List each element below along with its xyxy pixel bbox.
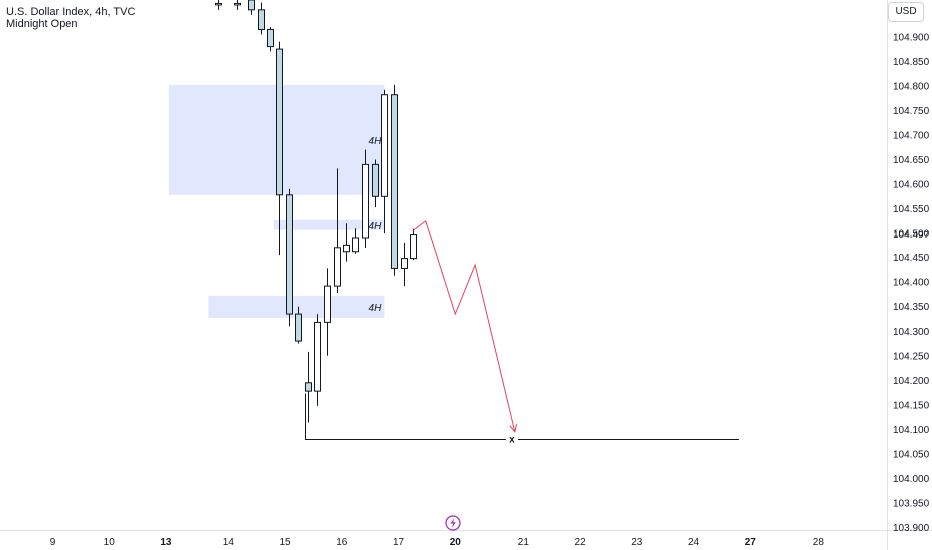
chart-legend: U.S. Dollar Index, 4h, TVC Midnight Open	[6, 6, 135, 30]
symbol-title[interactable]: U.S. Dollar Index, 4h, TVC	[6, 6, 136, 18]
y-tick-label-6: 104.650	[893, 155, 930, 166]
y-tick-label-3: 104.800	[893, 81, 930, 92]
y-tick-label-4: 104.750	[893, 106, 930, 117]
indicator-label[interactable]: Midnight Open	[6, 18, 78, 30]
x-tick-label-5: 15	[280, 537, 292, 548]
y-tick-label-20: 103.950	[893, 499, 930, 510]
y-tick-label-17: 104.100	[893, 425, 930, 436]
candle-body-17	[381, 94, 388, 197]
x-tick-label-1: 9	[50, 537, 56, 548]
candle-body-6	[276, 48, 283, 196]
level-marker: x	[509, 435, 515, 446]
candle-body-7	[286, 194, 293, 315]
candle-body-1	[215, 2, 222, 6]
x-tick-label-14: 28	[813, 537, 825, 548]
supply-zone-2	[273, 219, 385, 230]
x-tick-label-13: 27	[745, 537, 757, 548]
price-axis[interactable]: 104.900 104.850 104.800 104.750 104.700 104.6…	[893, 32, 930, 534]
y-tick-label-11: 104.400	[893, 278, 930, 289]
candle-body-11	[324, 285, 331, 323]
candle-body-13	[343, 244, 350, 253]
projection-layer	[412, 220, 518, 433]
level-layer: x	[304, 393, 739, 446]
candle-body-12	[334, 247, 341, 287]
y-tick-label-14: 104.250	[893, 351, 930, 362]
zone-label-3: 4H	[369, 303, 383, 314]
replay-icon[interactable]	[445, 515, 461, 531]
candle-body-14	[352, 237, 359, 253]
x-tick-label-3: 13	[160, 537, 172, 548]
projection-arrowhead	[509, 423, 518, 433]
candle-body-10	[314, 321, 321, 392]
y-tick-label-15: 104.200	[893, 376, 930, 387]
candle-body-20	[410, 234, 417, 260]
candle-body-8	[295, 313, 302, 342]
y-tick-label-2: 104.850	[893, 57, 930, 68]
y-tick-label-21: 103.900	[893, 523, 930, 534]
x-tick-label-2: 10	[104, 537, 116, 548]
y-tick-label-7: 104.600	[893, 180, 930, 191]
x-tick-label-10: 22	[575, 537, 587, 548]
time-axis[interactable]: 9 10 13 14 15 16 17 20 21 22 23 24 27 28	[50, 537, 825, 548]
currency-button[interactable]: USD	[888, 2, 924, 22]
y-tick-label-13: 104.300	[893, 327, 930, 338]
current-price-label: 104.497	[893, 230, 930, 241]
y-tick-label-1: 104.900	[893, 32, 930, 43]
x-tick-label-8: 20	[450, 537, 462, 548]
y-tick-label-5: 104.700	[893, 130, 930, 141]
level-marker-bg	[505, 433, 518, 446]
y-tick-label-8: 104.550	[893, 204, 930, 215]
y-tick-label-10: 104.450	[893, 253, 930, 264]
x-tick-label-6: 16	[336, 537, 348, 548]
y-tick-label-9: 104.500	[893, 229, 930, 240]
candle-body-16	[372, 163, 379, 197]
candle-body-18	[391, 94, 398, 269]
x-tick-label-7: 17	[393, 537, 405, 548]
zone-label-2: 4H	[369, 221, 383, 232]
candle-body-15	[362, 163, 369, 239]
candle-body-3	[248, 0, 255, 11]
projection-path	[412, 220, 516, 432]
x-tick-label-12: 24	[688, 537, 700, 548]
candle-body-9	[305, 382, 312, 392]
candle-body-2	[234, 2, 241, 6]
x-tick-label-4: 14	[223, 537, 235, 548]
candle-body-19	[401, 258, 408, 269]
x-tick-label-11: 23	[631, 537, 643, 548]
candle-body-4	[258, 9, 265, 30]
x-tick-label-9: 21	[518, 537, 530, 548]
y-tick-label-19: 104.000	[893, 474, 930, 485]
y-tick-label-16: 104.150	[893, 400, 930, 411]
zone-label-1: 4H	[369, 136, 383, 147]
y-tick-label-18: 104.050	[893, 449, 930, 460]
candle-layer	[215, 0, 417, 423]
y-tick-label-12: 104.350	[893, 302, 930, 313]
candle-body-5	[267, 28, 274, 48]
supply-zone-3	[208, 295, 385, 318]
